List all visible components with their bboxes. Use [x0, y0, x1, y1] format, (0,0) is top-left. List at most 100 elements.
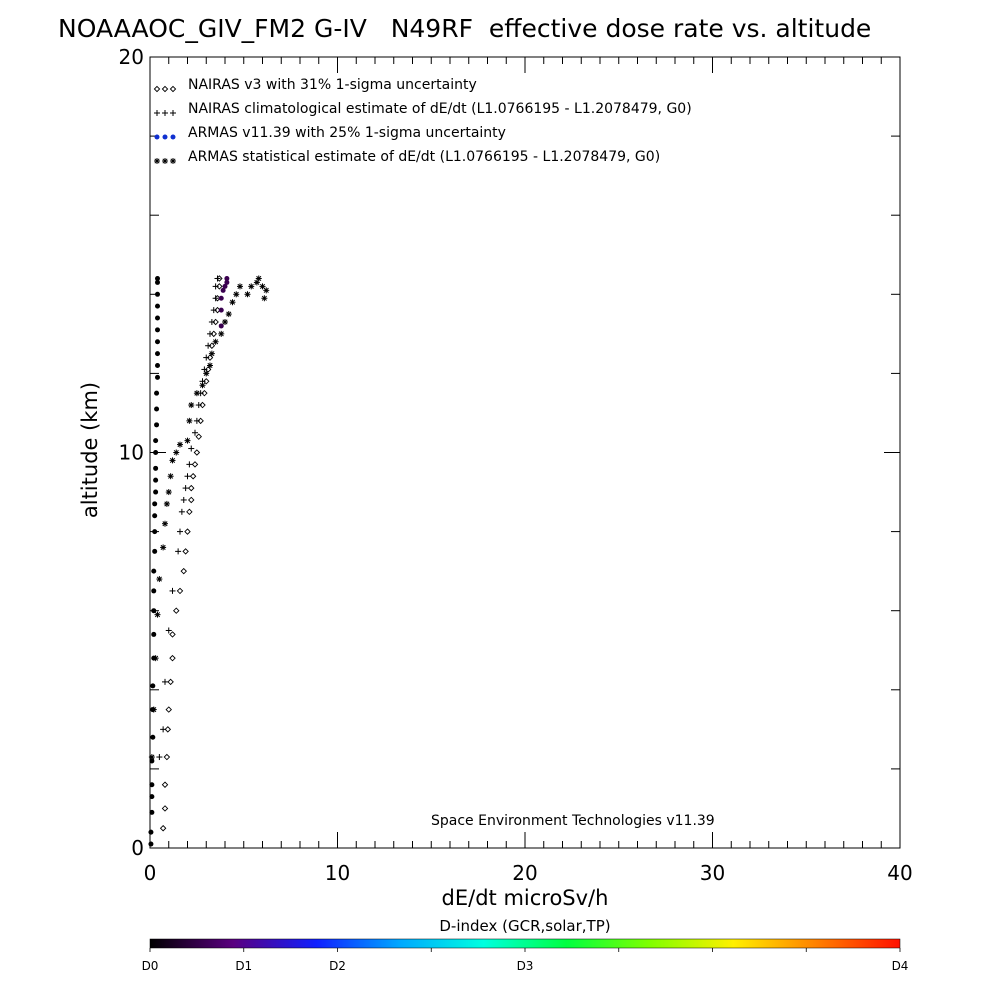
data-point-diamond [161, 805, 169, 812]
data-point-diamond [164, 726, 172, 733]
data-point-dot [149, 782, 155, 788]
data-point-dot [149, 809, 155, 815]
data-point-plus [162, 678, 168, 685]
data-point-asterisk [150, 706, 157, 713]
data-point-diamond [203, 378, 210, 385]
data-point-dot [154, 406, 160, 412]
chart-title: NOAAAOC_GIV_FM2 G-IV N49RF effective dos… [58, 14, 871, 43]
data-point-dot [150, 683, 156, 689]
data-point-diamond [193, 449, 201, 456]
legend-item: ARMAS v11.39 with 25% 1-sigma uncertaint… [154, 125, 506, 141]
y-axis: 0 10 20 [119, 45, 900, 860]
data-point-diamond [184, 528, 191, 535]
data-point-dot [218, 307, 224, 313]
data-point-dot [155, 315, 160, 321]
data-point-asterisk [218, 330, 225, 337]
data-point-plus [169, 587, 176, 594]
data-point-diamond [199, 401, 206, 409]
data-points [148, 275, 270, 847]
data-point-asterisk [237, 283, 243, 290]
data-point-diamond [197, 417, 204, 425]
data-point-diamond [182, 548, 189, 555]
data-point-plus [156, 754, 163, 761]
data-point-plus [210, 307, 217, 314]
data-point-dot [148, 841, 154, 847]
data-point-dot [155, 374, 160, 380]
data-point-diamond [169, 631, 176, 638]
plot-border [149, 56, 901, 849]
data-point-dot [153, 477, 159, 483]
data-point-diamond [206, 354, 214, 361]
data-point-asterisk [225, 311, 232, 318]
legend-item: ARMAS statistical estimate of dE/dt (L1.… [154, 149, 660, 165]
x-tick-label: 40 [887, 861, 912, 885]
legend-marker-plus [154, 110, 160, 116]
data-point-diamond [161, 781, 169, 788]
y-tick-label: 10 [119, 441, 144, 465]
data-point-asterisk [188, 402, 195, 409]
data-point-diamond [159, 824, 167, 832]
data-point-asterisk [199, 382, 206, 389]
data-point-asterisk [207, 362, 213, 369]
data-point-diamond [163, 753, 171, 761]
data-point-dot [151, 568, 157, 574]
data-point-asterisk [244, 291, 251, 298]
colorbar-label: D3 [517, 959, 534, 973]
y-tick-label: 0 [131, 836, 144, 860]
data-point-dot [151, 631, 157, 637]
colorbar-ticks: D0 D1 D2 D3 D4 [142, 948, 908, 973]
data-point-dot [149, 758, 155, 764]
data-point-plus [186, 461, 193, 468]
data-point-dot [153, 489, 159, 495]
data-point-dot [151, 608, 157, 614]
data-point-dot [155, 339, 160, 345]
y-axis-title: altitude (km) [78, 382, 102, 518]
data-point-plus [212, 283, 219, 290]
data-point-plus [208, 318, 215, 325]
data-point-asterisk [261, 295, 268, 302]
data-point-asterisk [184, 437, 191, 444]
data-point-dot [218, 295, 224, 301]
data-point-diamond [167, 678, 174, 686]
legend-item: NAIRAS v3 with 31% 1-sigma uncertainty [153, 77, 477, 93]
colorbar [149, 938, 901, 949]
legend-marker-dot [162, 134, 168, 140]
legend-label: ARMAS v11.39 with 25% 1-sigma uncertaint… [188, 125, 506, 141]
data-point-dot [155, 279, 160, 285]
data-point-diamond [212, 318, 219, 326]
legend-marker-asterisk [162, 158, 168, 164]
data-point-asterisk [152, 655, 159, 662]
data-point-plus [160, 726, 167, 733]
data-point-diamond [189, 472, 197, 480]
data-point-diamond [195, 433, 202, 440]
data-point-plus [192, 429, 198, 436]
data-point-plus [177, 528, 183, 535]
data-point-dot [155, 303, 160, 309]
data-point-plus [195, 402, 202, 409]
legend-marker-dot [154, 134, 160, 140]
legend-marker-diamond [153, 85, 161, 93]
data-point-asterisk [212, 338, 219, 345]
colorbar-title: D-index (GCR,solar,TP) [439, 917, 610, 935]
data-point-dot [152, 501, 158, 507]
data-point-asterisk [148, 754, 155, 761]
legend-marker-dot [170, 134, 176, 140]
data-point-diamond [169, 654, 176, 662]
data-point-diamond [216, 283, 223, 290]
data-point-asterisk [208, 350, 215, 357]
data-point-dot [224, 275, 230, 281]
data-point-diamond [180, 567, 187, 575]
data-point-asterisk [203, 370, 210, 377]
data-point-asterisk [233, 291, 240, 298]
data-point-asterisk [160, 544, 167, 551]
data-point-asterisk [222, 318, 228, 325]
legend-marker-asterisk [170, 158, 176, 164]
data-point-asterisk [259, 283, 266, 290]
legend-marker-asterisk [154, 158, 160, 164]
data-point-asterisk [156, 576, 163, 583]
data-point-dot [222, 283, 228, 289]
data-point-diamond [191, 461, 199, 468]
data-point-plus [178, 508, 185, 515]
data-point-asterisk [229, 299, 236, 306]
